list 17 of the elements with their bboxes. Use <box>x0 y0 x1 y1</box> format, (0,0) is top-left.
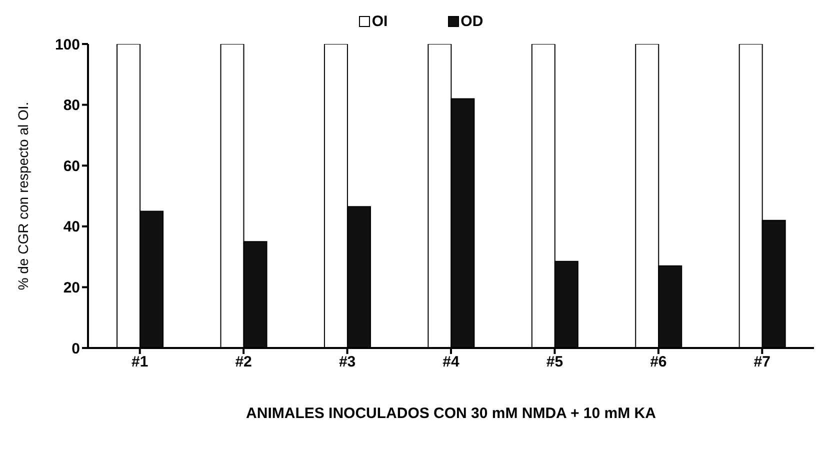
y-tick-label: 0 <box>72 340 80 358</box>
x-tick-label: #1 <box>132 354 148 371</box>
y-tick-label: 20 <box>63 280 80 297</box>
y-axis-title: % de CGR con respecto al OI. <box>14 102 31 290</box>
y-tick-label: 40 <box>63 218 80 236</box>
y-tick-label: 60 <box>63 158 80 175</box>
x-axis-title: ANIMALES INOCULADOS CON 30 mM NMDA + 10 mM KA <box>246 405 656 422</box>
y-tick-label: 100 <box>54 36 80 54</box>
x-tick-label: #5 <box>546 354 564 371</box>
x-tick-label: #3 <box>338 354 356 371</box>
y-tick-label: 80 <box>63 97 80 114</box>
x-tick-label: #4 <box>442 354 460 371</box>
x-tick-label: #6 <box>650 354 667 371</box>
x-tick-label: #7 <box>754 354 770 371</box>
legend-label: OD <box>460 13 484 30</box>
legend-label: OI <box>370 13 388 30</box>
x-tick-label: #2 <box>235 354 252 371</box>
